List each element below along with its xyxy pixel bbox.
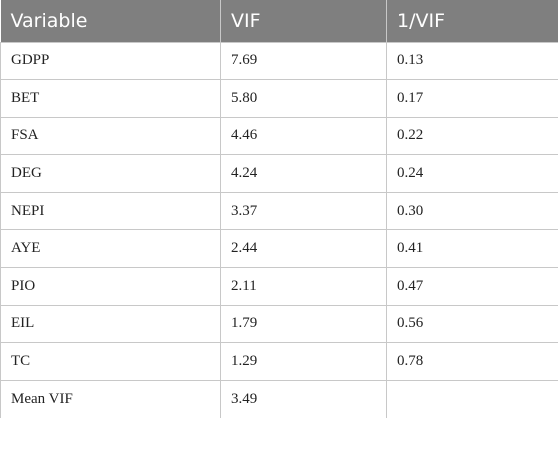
- table-row: DEG 4.24 0.24: [0, 154, 558, 193]
- cell-inverse-vif: 0.56: [386, 304, 558, 344]
- header-row: Variable VIF 1/VIF: [0, 0, 558, 42]
- cell-vif: 2.44: [220, 229, 387, 269]
- cell-variable: TC: [0, 342, 221, 381]
- cell-variable: NEPI: [0, 191, 221, 231]
- table-header: Variable VIF 1/VIF: [0, 0, 558, 42]
- cell-variable: BET: [0, 79, 221, 118]
- cell-inverse-vif: 0.47: [386, 267, 558, 306]
- table-row: FSA 4.46 0.22: [0, 116, 558, 156]
- cell-variable: GDPP: [0, 41, 221, 81]
- cell-vif: 2.11: [220, 267, 387, 306]
- cell-inverse-vif: 0.30: [386, 191, 558, 231]
- cell-vif: 4.46: [220, 116, 387, 156]
- cell-vif: 1.29: [220, 342, 387, 381]
- table-row: EIL 1.79 0.56: [0, 304, 558, 344]
- table-body: GDPP 7.69 0.13 BET 5.80 0.17 FSA 4.46 0.…: [0, 41, 558, 418]
- cell-variable: PIO: [0, 267, 221, 306]
- cell-variable: AYE: [0, 229, 221, 269]
- cell-inverse-vif: 0.24: [386, 154, 558, 193]
- cell-variable: FSA: [0, 116, 221, 156]
- cell-vif: 7.69: [220, 41, 387, 81]
- cell-inverse-vif: 0.78: [386, 342, 558, 381]
- cell-variable: EIL: [0, 304, 221, 344]
- cell-vif: 3.49: [220, 379, 387, 418]
- cell-inverse-vif: [386, 379, 558, 418]
- cell-variable: DEG: [0, 154, 221, 193]
- header-inverse-vif: 1/VIF: [386, 0, 558, 42]
- cell-inverse-vif: 0.17: [386, 79, 558, 118]
- cell-inverse-vif: 0.41: [386, 229, 558, 269]
- cell-vif: 5.80: [220, 79, 387, 118]
- vif-table: Variable VIF 1/VIF GDPP 7.69 0.13 BET 5.…: [0, 0, 558, 418]
- cell-vif: 1.79: [220, 304, 387, 344]
- table-row: GDPP 7.69 0.13: [0, 41, 558, 81]
- table-row: TC 1.29 0.78: [0, 342, 558, 381]
- table-row: NEPI 3.37 0.30: [0, 191, 558, 231]
- table-row: PIO 2.11 0.47: [0, 267, 558, 306]
- header-vif: VIF: [220, 0, 387, 42]
- table-row: AYE 2.44 0.41: [0, 229, 558, 269]
- table-row: BET 5.80 0.17: [0, 79, 558, 118]
- table-row: Mean VIF 3.49: [0, 379, 558, 418]
- cell-inverse-vif: 0.13: [386, 41, 558, 81]
- header-variable: Variable: [0, 0, 221, 42]
- cell-vif: 4.24: [220, 154, 387, 193]
- cell-vif: 3.37: [220, 191, 387, 231]
- cell-variable: Mean VIF: [0, 379, 221, 418]
- cell-inverse-vif: 0.22: [386, 116, 558, 156]
